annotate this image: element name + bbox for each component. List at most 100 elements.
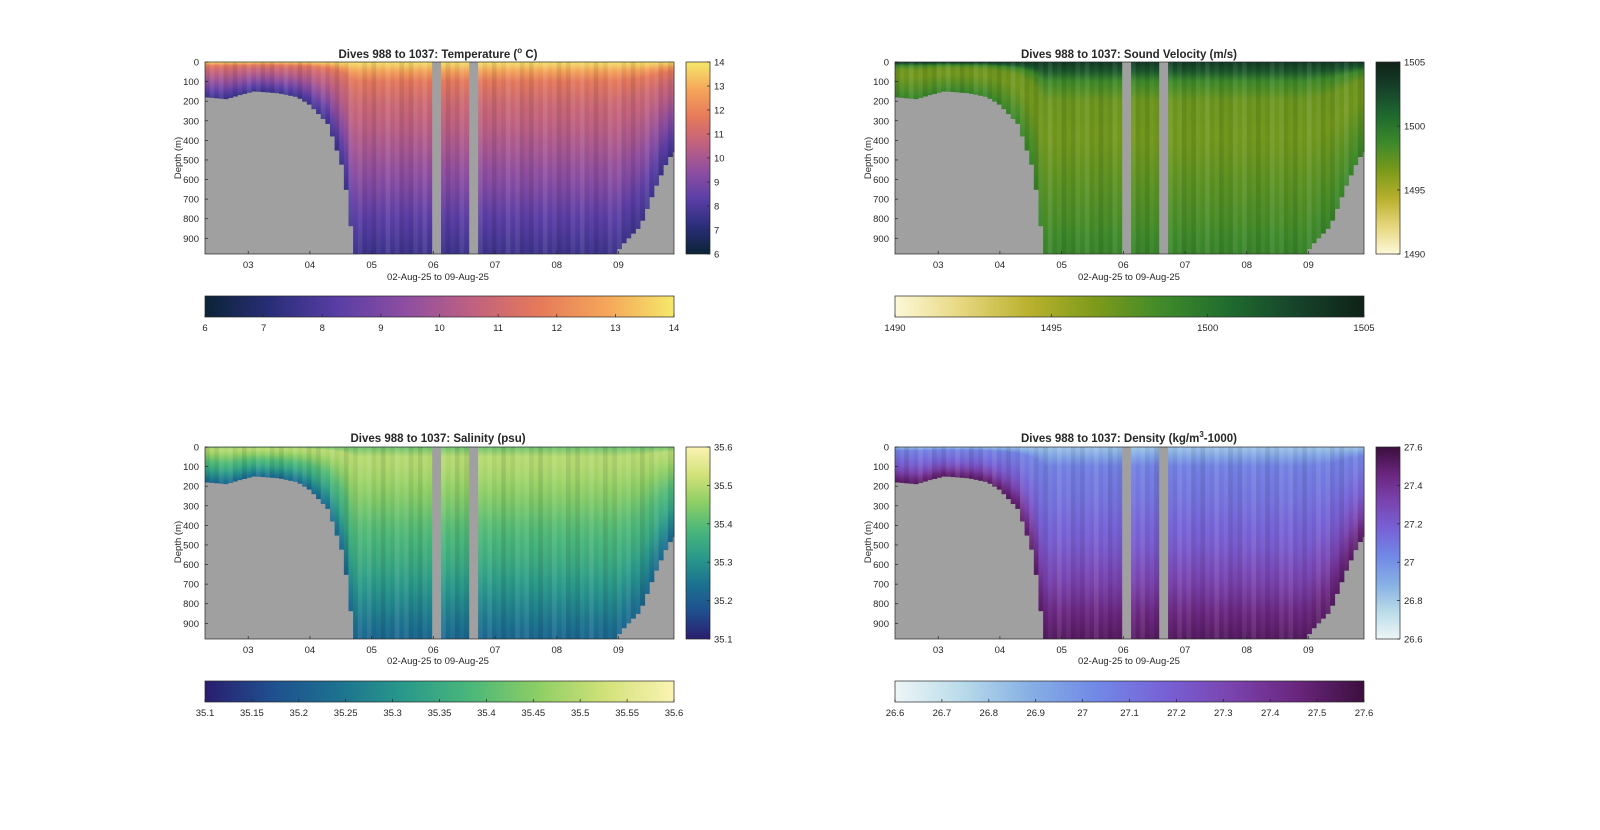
sound-velocity-colorbar-h-tick-label: 1500 <box>1197 323 1218 334</box>
sound-velocity-column-shade <box>1298 62 1303 254</box>
salinity-profile-column <box>640 447 646 606</box>
temperature-column-shade <box>653 62 659 186</box>
temperature-profile-column <box>279 62 285 94</box>
salinity-panel: Dives 988 to 1037: Salinity (psu) 0 100 20… <box>173 433 733 719</box>
density-profile-column <box>1149 447 1155 639</box>
sound-velocity-profile-column <box>1117 62 1123 254</box>
sound-velocity-profile-column <box>1061 62 1067 254</box>
density-day-ticks: 03 04 05 06 07 08 09 <box>933 636 1314 656</box>
density-column-shade <box>1084 447 1090 639</box>
temperature-profile-column <box>612 62 618 254</box>
density-profile-column <box>1205 447 1211 639</box>
salinity-title: Dives 988 to 1037: Salinity (psu) <box>350 433 525 445</box>
sound-velocity-column-shade <box>1293 62 1299 254</box>
temperature-profile-column <box>653 62 659 186</box>
sound-velocity-column-shade <box>1181 62 1187 254</box>
sound-velocity-panel: Dives 988 to 1037: Sound Velocity (m/s) … <box>863 49 1425 334</box>
temperature-column-shade <box>399 62 405 254</box>
density-column-shade <box>1251 447 1257 639</box>
salinity-column-shade <box>631 447 636 619</box>
temperature-profile-column <box>441 62 447 254</box>
density-column-shade <box>1349 447 1354 560</box>
density-colorbar-horizontal: 26.6 26.7 26.8 26.9 27 27.1 27.2 27.3 27.4 27.5 27… <box>886 680 1373 719</box>
salinity-column-shade <box>265 447 271 478</box>
temperature-column-shade <box>343 62 349 190</box>
temperature-profile-column <box>292 62 298 97</box>
sound-velocity-column-shade <box>1029 62 1034 165</box>
salinity-profile-column <box>251 447 257 477</box>
density-day-tick-label: 05 <box>1056 645 1067 656</box>
density-colorbar-h-tick-label: 27.2 <box>1167 708 1186 719</box>
salinity-column-shade <box>524 447 530 639</box>
temperature-column-shade <box>635 62 640 229</box>
density-column-shade <box>1214 447 1220 639</box>
salinity-profile-column <box>487 447 493 639</box>
density-colorbar-horizontal-bar <box>894 680 1365 703</box>
sound-velocity-profile-column <box>1019 62 1025 137</box>
sound-velocity-profile-column <box>1010 62 1016 119</box>
density-column-shade <box>1284 447 1289 639</box>
temperature-colorbar-vertical-bar <box>685 61 711 255</box>
salinity-profile-column <box>205 447 211 483</box>
temperature-colorbar-h-tick-label: 6 <box>202 323 207 334</box>
salinity-profile-column <box>538 447 544 639</box>
temperature-title: Dives 988 to 1037: Temperature (o C) <box>339 46 538 61</box>
temperature-profile-column <box>672 62 675 153</box>
sound-velocity-profile-column <box>1015 62 1021 124</box>
sound-velocity-column-shade <box>1316 62 1322 239</box>
temperature-column-shade <box>515 62 521 254</box>
sound-velocity-section-plot <box>894 61 1365 255</box>
density-profile-column <box>1343 447 1349 571</box>
temperature-column-shade <box>390 62 395 254</box>
sound-velocity-column-shade <box>1246 62 1252 254</box>
salinity-profile-column <box>316 447 322 500</box>
density-column-shade <box>1210 447 1215 639</box>
salinity-profile-column <box>279 447 285 479</box>
density-profile-column <box>1237 447 1243 639</box>
sound-velocity-column-shade <box>1117 62 1122 254</box>
sound-velocity-column-shade <box>978 62 983 96</box>
temperature-profile-column <box>422 62 428 254</box>
density-column-shade <box>964 447 969 478</box>
sound-velocity-profile-column <box>1177 62 1183 254</box>
sound-velocity-column-shade <box>1205 62 1211 254</box>
salinity-profile-column <box>325 447 331 509</box>
temperature-column-shade <box>302 62 307 102</box>
density-column-shade <box>1015 447 1021 509</box>
temperature-profile-column <box>404 62 410 254</box>
temperature-profile-column <box>362 62 368 254</box>
density-column-shade <box>1066 447 1072 639</box>
temperature-column-shade <box>510 62 515 254</box>
temperature-profile-column <box>306 62 312 105</box>
sound-velocity-column-shade <box>1288 62 1293 254</box>
temperature-column-shade <box>454 62 460 254</box>
sound-velocity-profile-column <box>964 62 970 94</box>
salinity-profile-column <box>566 447 572 639</box>
density-column-shade <box>1302 447 1308 639</box>
salinity-column-shade <box>561 447 567 639</box>
salinity-colorbar-vertical: 35.1 35.2 35.3 35.4 35.5 35.6 <box>685 443 733 646</box>
temperature-column-shade <box>422 62 428 254</box>
temperature-column-shade <box>658 62 664 176</box>
salinity-profile-column <box>570 447 576 639</box>
temperature-profile-column <box>343 62 349 190</box>
salinity-column-shade <box>357 447 363 639</box>
salinity-column-shade <box>589 447 595 639</box>
temperature-column-shade <box>667 62 673 158</box>
density-column-shade <box>1242 447 1248 639</box>
salinity-profile-column <box>598 447 604 639</box>
salinity-profile-column <box>603 447 609 639</box>
temperature-column-shade <box>311 62 317 110</box>
salinity-column-shade <box>528 447 535 639</box>
sound-velocity-column-shade <box>1080 62 1085 254</box>
density-profile-column <box>936 447 942 478</box>
temperature-column-shade <box>251 62 256 92</box>
salinity-column-shade <box>408 447 414 639</box>
sound-velocity-profile-column <box>913 62 919 100</box>
temperature-profile-column <box>566 62 572 254</box>
temperature-profile-column <box>353 62 359 254</box>
density-colorbar-tick-label: 27 <box>1404 558 1415 569</box>
temperature-profile-column <box>649 62 655 198</box>
density-column-shade <box>1219 447 1224 639</box>
salinity-column-shade <box>460 447 465 639</box>
